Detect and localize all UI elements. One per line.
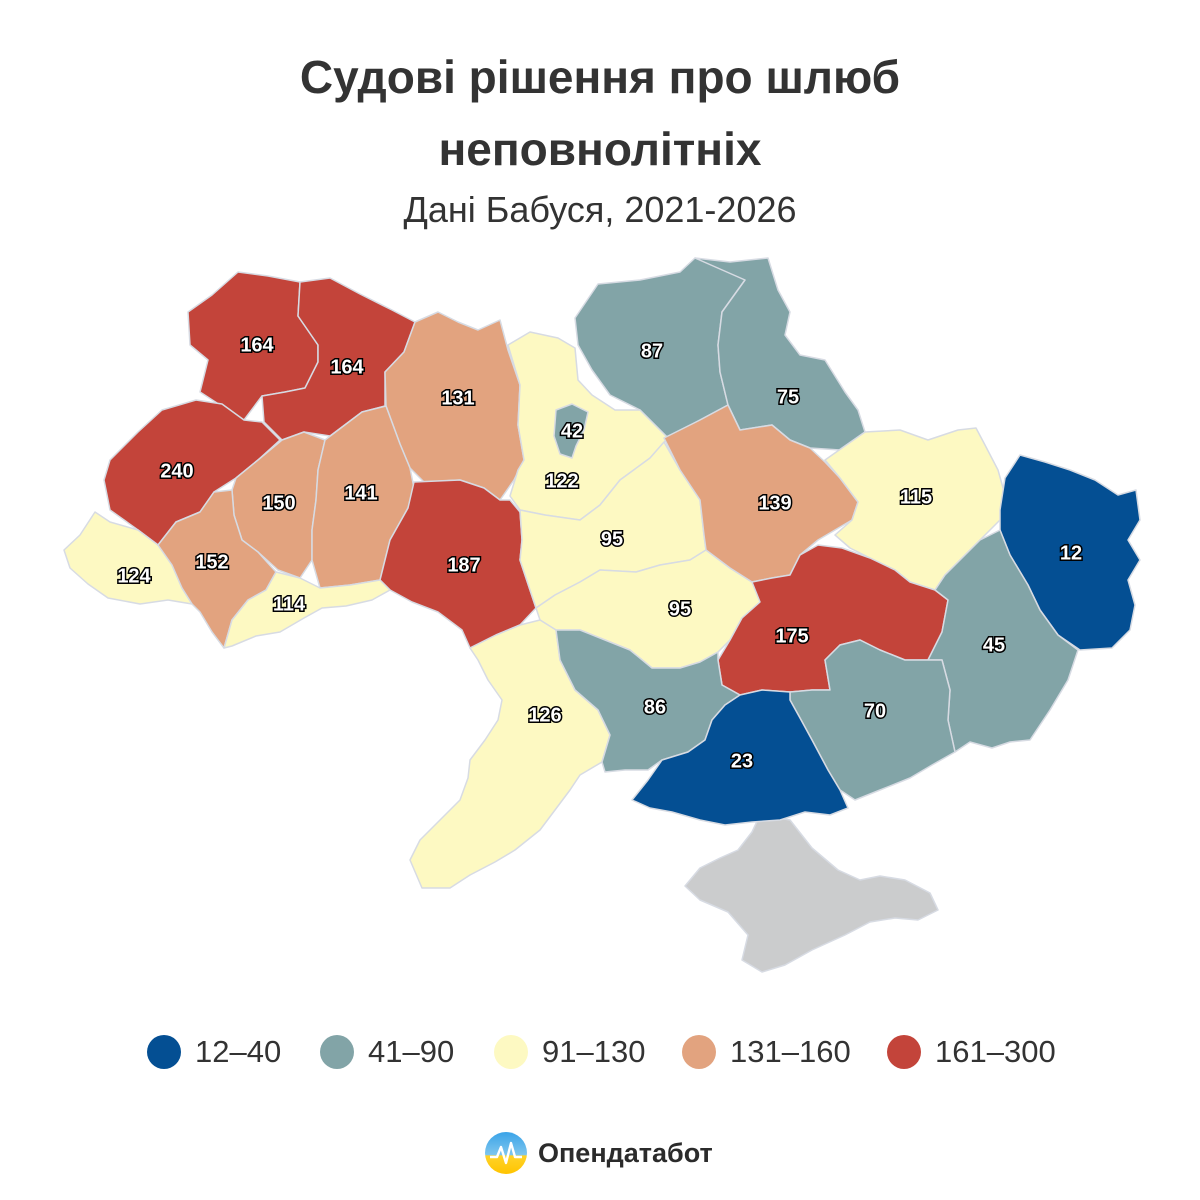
region-crimea xyxy=(684,814,939,973)
region-kyiv-city xyxy=(553,403,589,459)
legend-label: 131–160 xyxy=(730,1034,851,1069)
value-label-zhytomyr: 131 xyxy=(441,387,474,409)
brand: Опендатабот xyxy=(484,1128,713,1178)
legend-swatch-41-90 xyxy=(320,1035,354,1069)
legend: 12–40 41–90 91–130 131–160 161–300 xyxy=(0,1032,1200,1072)
value-label-kirovohrad: 95 xyxy=(669,598,691,620)
value-label-kyiv-oblast: 122 xyxy=(545,470,578,492)
region-poltava xyxy=(663,404,859,583)
legend-label: 41–90 xyxy=(368,1034,455,1069)
legend-item-131-160: 131–160 xyxy=(682,1032,851,1072)
value-label-rivne: 164 xyxy=(330,356,364,378)
legend-item-41-90: 41–90 xyxy=(320,1032,454,1072)
legend-item-91-130: 91–130 xyxy=(494,1032,645,1072)
value-label-luhansk: 12 xyxy=(1060,542,1082,564)
region-chernivtsi xyxy=(223,571,391,649)
value-label-chernivtsi: 114 xyxy=(273,593,306,615)
value-label-donetsk: 45 xyxy=(983,634,1005,656)
value-label-ivano-frankivsk: 152 xyxy=(195,551,228,573)
legend-item-12-40: 12–40 xyxy=(147,1032,281,1072)
value-label-poltava: 139 xyxy=(758,492,791,514)
value-label-cherkasy: 95 xyxy=(601,528,623,550)
legend-label: 12–40 xyxy=(195,1034,282,1069)
value-label-zakarpattia: 124 xyxy=(117,565,151,587)
chart-title-line-2: неповнолітніх xyxy=(438,123,762,175)
value-label-vinnytsia: 187 xyxy=(447,554,480,576)
value-label-ternopil: 150 xyxy=(262,492,295,514)
value-label-kharkiv: 115 xyxy=(900,486,932,508)
legend-label: 161–300 xyxy=(935,1034,1056,1069)
brand-name: Опендатабот xyxy=(538,1137,713,1168)
opendatabot-logo-icon xyxy=(485,1132,527,1174)
value-label-dnipropetrovsk: 175 xyxy=(775,625,808,647)
value-label-volyn: 164 xyxy=(240,334,274,356)
value-label-kyiv-city: 42 xyxy=(561,420,583,442)
legend-item-161-300: 161–300 xyxy=(887,1032,1056,1072)
value-label-khmelnytskyi: 141 xyxy=(344,482,377,504)
legend-label: 91–130 xyxy=(542,1034,646,1069)
legend-swatch-91-130 xyxy=(494,1035,528,1069)
chart-title-line-1: Судові рішення про шлюб xyxy=(299,51,901,103)
legend-swatch-12-40 xyxy=(147,1035,181,1069)
value-label-chernihiv: 87 xyxy=(641,340,663,362)
value-label-mykolaiv: 86 xyxy=(644,696,666,718)
value-label-zaporizhzhia: 70 xyxy=(864,700,886,722)
value-label-sumy: 75 xyxy=(777,386,799,408)
legend-swatch-131-160 xyxy=(682,1035,716,1069)
value-label-lviv: 240 xyxy=(160,460,193,482)
region-rivne xyxy=(261,277,416,441)
chart-subtitle: Дані Бабуся, 2021-2026 xyxy=(403,189,797,230)
region-kherson xyxy=(631,689,849,826)
value-label-kherson: 23 xyxy=(731,750,753,772)
legend-swatch-161-300 xyxy=(887,1035,921,1069)
value-label-odesa: 126 xyxy=(528,704,561,726)
